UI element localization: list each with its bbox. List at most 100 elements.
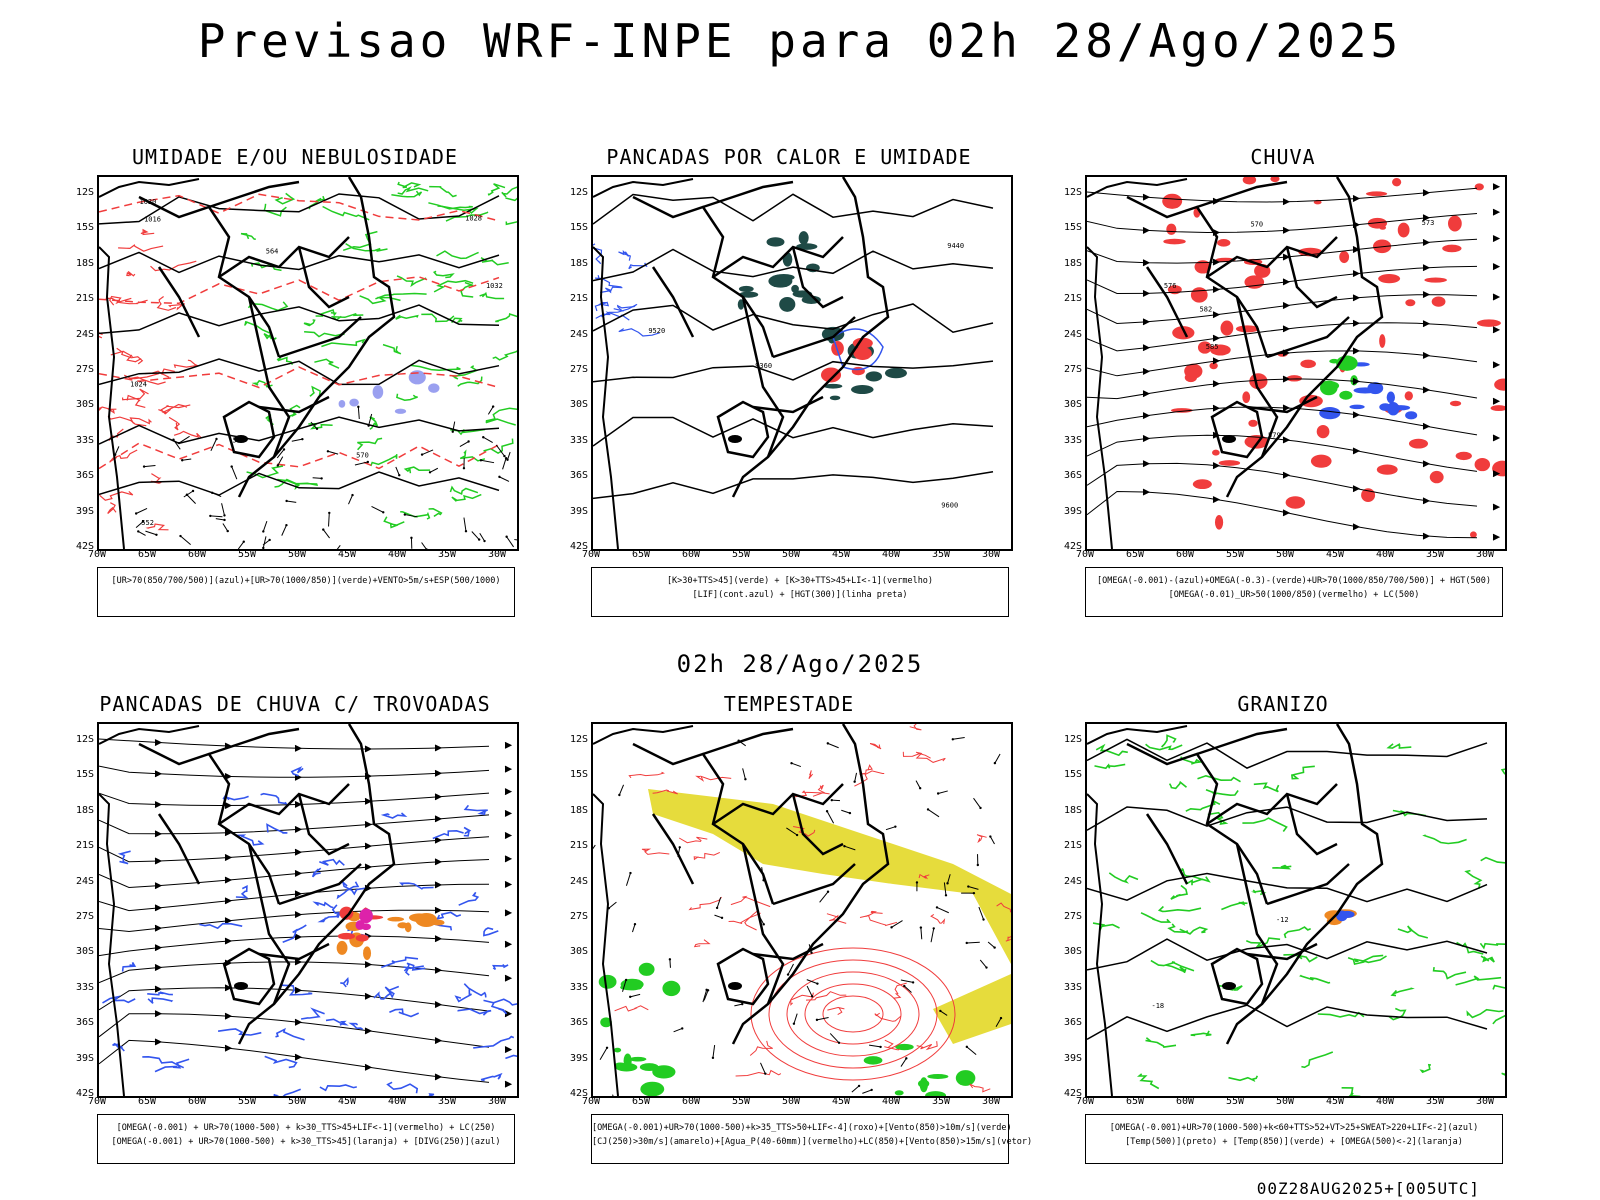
state-border [1126,742,1269,905]
blue-divergence-contour [142,1055,185,1069]
green-temp850-contour [1390,987,1415,997]
lat-tick-label: 18S [569,804,588,816]
red-rain-area [1490,405,1505,412]
red-streamline [916,1041,938,1051]
stream-arrow [1142,412,1151,420]
lon-tick-label: 65W [1125,549,1145,560]
red-rain-area [1285,496,1306,509]
vector-head [479,459,483,462]
green-temp850-contour [1150,959,1195,972]
blue-divergence-contour [403,962,426,972]
vector-head [624,978,628,982]
green-humidity-contour [289,404,301,417]
li-area [820,367,842,383]
vector-head [605,1046,609,1049]
wind-vector [669,959,671,968]
vector-head [976,863,980,867]
green-wind-area [894,1090,904,1096]
stream-arrow [224,1044,233,1052]
wind-vector [368,413,373,426]
height-contour [593,303,994,334]
vector-head [141,520,145,523]
contour-label: 1032 [486,282,503,290]
lon-tick-label: 65W [1125,1096,1145,1107]
vector-head [715,906,719,910]
wind-vector [844,845,856,851]
green-humidity-contour [396,275,427,288]
green-humidity-contour [480,257,509,266]
instability-area [884,367,907,379]
green-temp850-contour [1205,788,1239,797]
vector-head [919,926,923,929]
green-humidity-contour [370,454,398,467]
streamline [99,836,490,863]
blue-divergence-contour [348,1022,364,1031]
orange-area [387,916,405,922]
stream-arrow [154,857,163,865]
vector-head [328,511,331,515]
lon-tick-label: 35W [1425,1096,1445,1107]
green-temp850-contour [1388,1007,1407,1021]
red-rain-area [1449,400,1462,407]
vector-head [951,738,955,741]
stream-arrow [294,1053,303,1061]
green-humidity-contour [369,416,379,430]
green-humidity-contour [244,320,272,335]
lat-tick-label: 24S [75,875,94,887]
instability-area [829,395,841,401]
stream-arrow [224,802,233,810]
temp500-contour [1087,872,1488,903]
lat-tick-label: 27S [569,364,588,375]
green-humidity-contour [321,338,366,348]
vector-head [932,927,935,930]
panel-tempestade: TEMPESTADE 12S 15S 18S 21S 24S 27S 30S 33S 36S 39S… [564,692,1032,1172]
green-temp850-contour [1422,834,1467,845]
red-thickness-contour [122,388,149,401]
coastline-east [731,177,890,498]
stream-arrow [434,858,443,866]
blue-divergence-contour [483,927,499,937]
green-temp850-contour [1228,1075,1259,1082]
green-wind-area [927,1073,949,1079]
stream-arrow [434,836,443,844]
vector-head [618,793,621,797]
vector-head [843,844,846,848]
lif-contour [594,301,610,312]
blue-divergence-contour [236,834,265,846]
vector-head [830,798,834,802]
vector-head [890,926,893,929]
red-streamline [915,751,946,763]
wind-vector [630,993,641,998]
wind-vector [968,886,979,890]
wind-vector [819,891,829,903]
wind-vector [869,1044,881,1048]
red-rain-area [1249,373,1268,390]
blue-divergence-contour [480,1072,503,1082]
wind-vector [966,1046,977,1056]
wind-vector [357,406,360,420]
vector-head [428,471,432,474]
panel-granizo: GRANIZO -12 -18 12S 15S 18S 21S 24S 27S 30S 33S 36S… [1058,692,1508,1172]
green-omega-area [1339,390,1353,400]
state-border [1196,180,1288,209]
temp500-contour [1087,806,1488,831]
lat-tick-label: 27S [75,911,94,922]
vector-head [965,1045,969,1049]
state-border [1206,783,1338,826]
green-humidity-contour [277,478,319,491]
red-rain-area [1242,391,1251,404]
stream-arrow [504,1010,513,1018]
lon-tick-label: 40W [387,1096,407,1107]
wind-vector [930,928,935,943]
vector-head [301,437,304,441]
blue-humidity-area [372,385,384,399]
red-thickness-contour [156,296,177,311]
stream-arrow [1352,270,1361,278]
state-border [1235,843,1279,1005]
green-temp850-contour [1353,955,1387,964]
stream-arrow [504,881,513,888]
wind-vector [599,1047,608,1061]
green-humidity-contour [457,376,483,387]
state-border [772,863,856,906]
wind-vector [237,541,245,549]
